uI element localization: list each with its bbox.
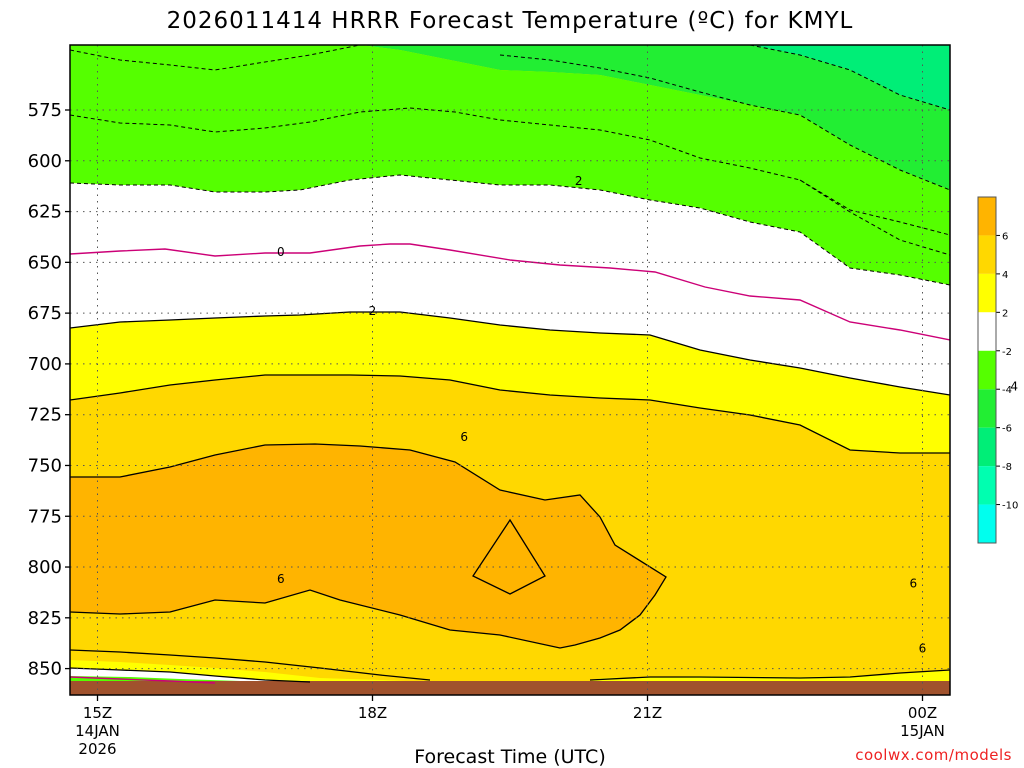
contour-2 [70, 311, 950, 683]
y-tick-label: 825 [28, 608, 62, 629]
contour-4 [70, 374, 950, 681]
x-tick-label: 21Z [633, 704, 662, 722]
band-cold-minus8 [70, 45, 950, 110]
contour-0 [70, 243, 950, 684]
credit-text: coolwx.com/models [855, 746, 1012, 764]
colorbar-label: 2 [1002, 308, 1008, 319]
y-tick-label: 625 [28, 202, 62, 223]
contour-minus6 [70, 45, 950, 191]
colorbar-label: -10 [1002, 501, 1018, 512]
x-axis-label: Forecast Time (UTC) [414, 746, 605, 768]
colorbar-label: -4 [1002, 385, 1012, 396]
chart-title: 2026011414 HRRR Forecast Temperature (ºC… [167, 8, 854, 34]
x-tick-label: 00Z [908, 704, 937, 722]
x-tick-year: 2026 [78, 740, 116, 758]
colorbar-swatch [978, 273, 996, 313]
contour-6 [70, 443, 667, 649]
y-tick-label: 850 [28, 659, 62, 680]
contour-minus8 [749, 45, 950, 111]
y-tick-label: 800 [28, 557, 62, 578]
contour-labels: 2 0 2 4 6 6 6 6 4 [277, 174, 1018, 655]
contour-label: 2 [575, 174, 583, 188]
gridlines [70, 45, 950, 695]
y-tick-label: 775 [28, 506, 62, 527]
band-minus2-to-2 [70, 175, 950, 395]
y-tick-label: 700 [28, 354, 62, 375]
y-tick-label: 675 [28, 303, 62, 324]
band-2-to-4 [70, 312, 950, 453]
y-tick-label: 650 [28, 252, 62, 273]
contour-minus2 [70, 174, 950, 286]
colorbar-swatch [978, 312, 996, 351]
contour-label: 6 [910, 576, 918, 590]
band-cold-minus4 [70, 45, 950, 285]
colorbar-label: 6 [1002, 231, 1008, 242]
y-tick-label: 575 [28, 100, 62, 121]
plot-frame [69, 44, 951, 696]
contour-label: 0 [277, 245, 285, 259]
colorbar: 6 4 2 -2 -4 -6 -8 -10 [977, 196, 1018, 544]
colorbar-swatch [978, 427, 996, 467]
colorbar-label: -8 [1002, 462, 1012, 473]
x-tick-label: 15Z [83, 704, 112, 722]
colorbar-frame [977, 196, 997, 544]
x-tick-date: 15JAN [900, 722, 945, 740]
colorbar-label: -2 [1002, 347, 1012, 358]
y-tick-label: 600 [28, 151, 62, 172]
x-tick-date: 14JAN [75, 722, 120, 740]
contour-label: 2 [369, 304, 377, 318]
contour-label: 6 [919, 641, 927, 655]
colorbar-swatch [978, 504, 996, 543]
contour-label: 4 [1010, 379, 1018, 393]
y-axis: 575 600 625 650 675 700 725 750 775 800 825 850 [28, 100, 70, 680]
colorbar-swatch [978, 235, 996, 274]
colorbar-swatch [978, 350, 996, 390]
contour-label: 6 [277, 572, 285, 586]
contour-label: 6 [460, 430, 468, 444]
x-axis: 15Z14JAN202618Z21Z00Z15JAN03Z06Z [75, 695, 945, 758]
y-tick-label: 750 [28, 455, 62, 476]
colorbar-swatch [978, 466, 996, 505]
colorbar-label: -6 [1002, 424, 1012, 435]
y-tick-label: 725 [28, 405, 62, 426]
colorbar-label: 4 [1002, 270, 1008, 281]
x-tick-label: 18Z [358, 704, 387, 722]
band-6-plus [70, 444, 666, 648]
colorbar-swatch [978, 389, 996, 428]
terrain-ground [70, 681, 950, 695]
band-cold-minus6 [70, 45, 950, 190]
band-8-plus [472, 518, 546, 595]
plot-area [70, 45, 950, 695]
band-lower-green [70, 676, 240, 681]
colorbar-swatch [978, 197, 996, 236]
contour-minus4 [70, 107, 950, 256]
